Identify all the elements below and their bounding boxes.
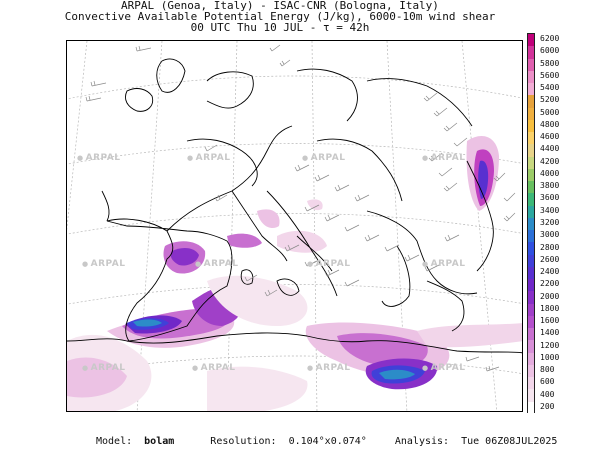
colorbar-swatch <box>528 401 534 415</box>
coastlines <box>67 58 522 354</box>
colorbar-swatch <box>528 389 534 403</box>
analysis-value: Tue 06Z08JUL2025 <box>461 436 558 447</box>
colorbar-swatch <box>528 315 534 329</box>
colorbar-tick-label: 200 <box>540 401 555 411</box>
colorbar-swatch <box>528 242 534 256</box>
map-panel: ARPAL ARPAL ARPAL ARPAL ARPAL ARPAL ARPA… <box>66 40 523 412</box>
title-line-1: ARPAL (Genoa, Italy) - ISAC-CNR (Bologna… <box>121 0 439 12</box>
colorbar-swatch <box>528 46 534 59</box>
colorbar-tick-label: 1400 <box>540 328 560 338</box>
arpal-watermark: ARPAL <box>187 153 230 163</box>
arpal-watermark: ARPAL <box>302 153 345 163</box>
colorbar-swatch <box>528 193 534 207</box>
colorbar-swatch <box>528 132 534 145</box>
colorbar-tick-label: 2600 <box>540 254 560 264</box>
colorbar-tick-label: 3000 <box>540 230 560 240</box>
colorbar-tick-label: 800 <box>540 365 555 375</box>
arpal-watermark: ARPAL <box>422 259 465 269</box>
colorbar-swatch <box>528 364 534 378</box>
colorbar-tick-label: 2800 <box>540 242 560 252</box>
map-title: ARPAL (Genoa, Italy) - ISAC-CNR (Bologna… <box>60 0 500 33</box>
colorbar-swatch <box>528 58 534 72</box>
colorbar-tick-label: 4800 <box>540 119 560 129</box>
colorbar-tick-label: 1600 <box>540 316 560 326</box>
arpal-watermark: ARPAL <box>307 259 350 269</box>
colorbar-swatch <box>528 266 534 280</box>
colorbar-tick-label: 400 <box>540 389 555 399</box>
cape-map <box>67 41 522 411</box>
colorbar-swatch <box>528 340 534 354</box>
colorbar-swatch <box>528 254 534 268</box>
colorbar-tick-label: 4400 <box>540 144 560 154</box>
arpal-watermark: ARPAL <box>307 363 350 373</box>
colorbar-tick-label: 4200 <box>540 156 560 166</box>
arpal-watermark: ARPAL <box>192 363 235 373</box>
colorbar-swatch <box>528 279 534 292</box>
colorbar-tick-label: 6200 <box>540 34 560 44</box>
colorbar-swatch <box>528 181 534 194</box>
colorbar-tick-label: 1000 <box>540 352 560 362</box>
colorbar-swatch <box>528 377 534 390</box>
arpal-watermark: ARPAL <box>422 153 465 163</box>
colorbar-tick-label: 2200 <box>540 279 560 289</box>
arpal-watermark: ARPAL <box>82 363 125 373</box>
colorbar-swatch <box>528 291 534 305</box>
cape-shading <box>67 136 522 411</box>
colorbar-tick-label: 5800 <box>540 58 560 68</box>
analysis-label: Analysis: <box>394 436 450 447</box>
model-label: Model: <box>96 436 133 447</box>
colorbar-swatch <box>528 328 534 341</box>
colorbar-tick-label: 5200 <box>540 95 560 105</box>
arpal-watermark: ARPAL <box>195 259 238 269</box>
colorbar-swatch <box>528 230 534 243</box>
colorbar-tick-label: 5400 <box>540 83 560 93</box>
title-line-3: 00 UTC Thu 10 JUL - τ = 42h <box>190 21 370 34</box>
colorbar-tick-label: 3400 <box>540 205 560 215</box>
colorbar-tick-label: 5600 <box>540 70 560 80</box>
colorbar-swatch <box>528 303 534 317</box>
colorbar-swatch <box>528 156 534 170</box>
colorbar-swatch <box>528 144 534 158</box>
arpal-watermark: ARPAL <box>82 259 125 269</box>
colorbar-swatch <box>528 352 534 366</box>
title-line-2: Convective Available Potential Energy (J… <box>64 10 496 23</box>
colorbar-swatch <box>528 34 534 47</box>
arpal-watermark: ARPAL <box>422 363 465 373</box>
resolution-value: 0.104°x0.074° <box>288 436 367 447</box>
colorbar-swatch <box>528 70 534 84</box>
colorbar-swatch <box>528 95 534 109</box>
colorbar-tick-label: 3200 <box>540 218 560 227</box>
colorbar-tick-label: 4000 <box>540 168 560 178</box>
colorbar-tick-label: 600 <box>540 377 555 387</box>
resolution-label: Resolution: <box>210 436 277 447</box>
colorbar-swatch <box>528 168 534 182</box>
model-value: bolam <box>144 436 175 447</box>
colorbar-tick-label: 4600 <box>540 132 560 142</box>
colorbar-tick-label: 5000 <box>540 107 560 117</box>
colorbar-tick-label: 2400 <box>540 267 560 277</box>
colorbar-tick-label: 1800 <box>540 303 560 313</box>
colorbar-swatch <box>528 205 534 219</box>
wind-shear-barbs <box>85 44 516 372</box>
colorbar-swatch <box>528 107 534 121</box>
colorbar-swatch <box>528 119 534 133</box>
colorbar-swatch <box>528 217 534 231</box>
colorbar-tick-label: 3800 <box>540 181 560 191</box>
footer-info: Model: bolam Resolution: 0.104°x0.074° A… <box>96 436 557 447</box>
colorbar-tick-label: 2000 <box>540 291 560 301</box>
colorbar-swatch <box>528 83 534 96</box>
colorbar-tick-label: 3600 <box>540 193 560 203</box>
cape-colorbar <box>527 33 535 415</box>
colorbar-tick-label: 6000 <box>540 46 560 56</box>
arpal-watermark: ARPAL <box>77 153 120 163</box>
colorbar-tick-label: 1200 <box>540 340 560 350</box>
